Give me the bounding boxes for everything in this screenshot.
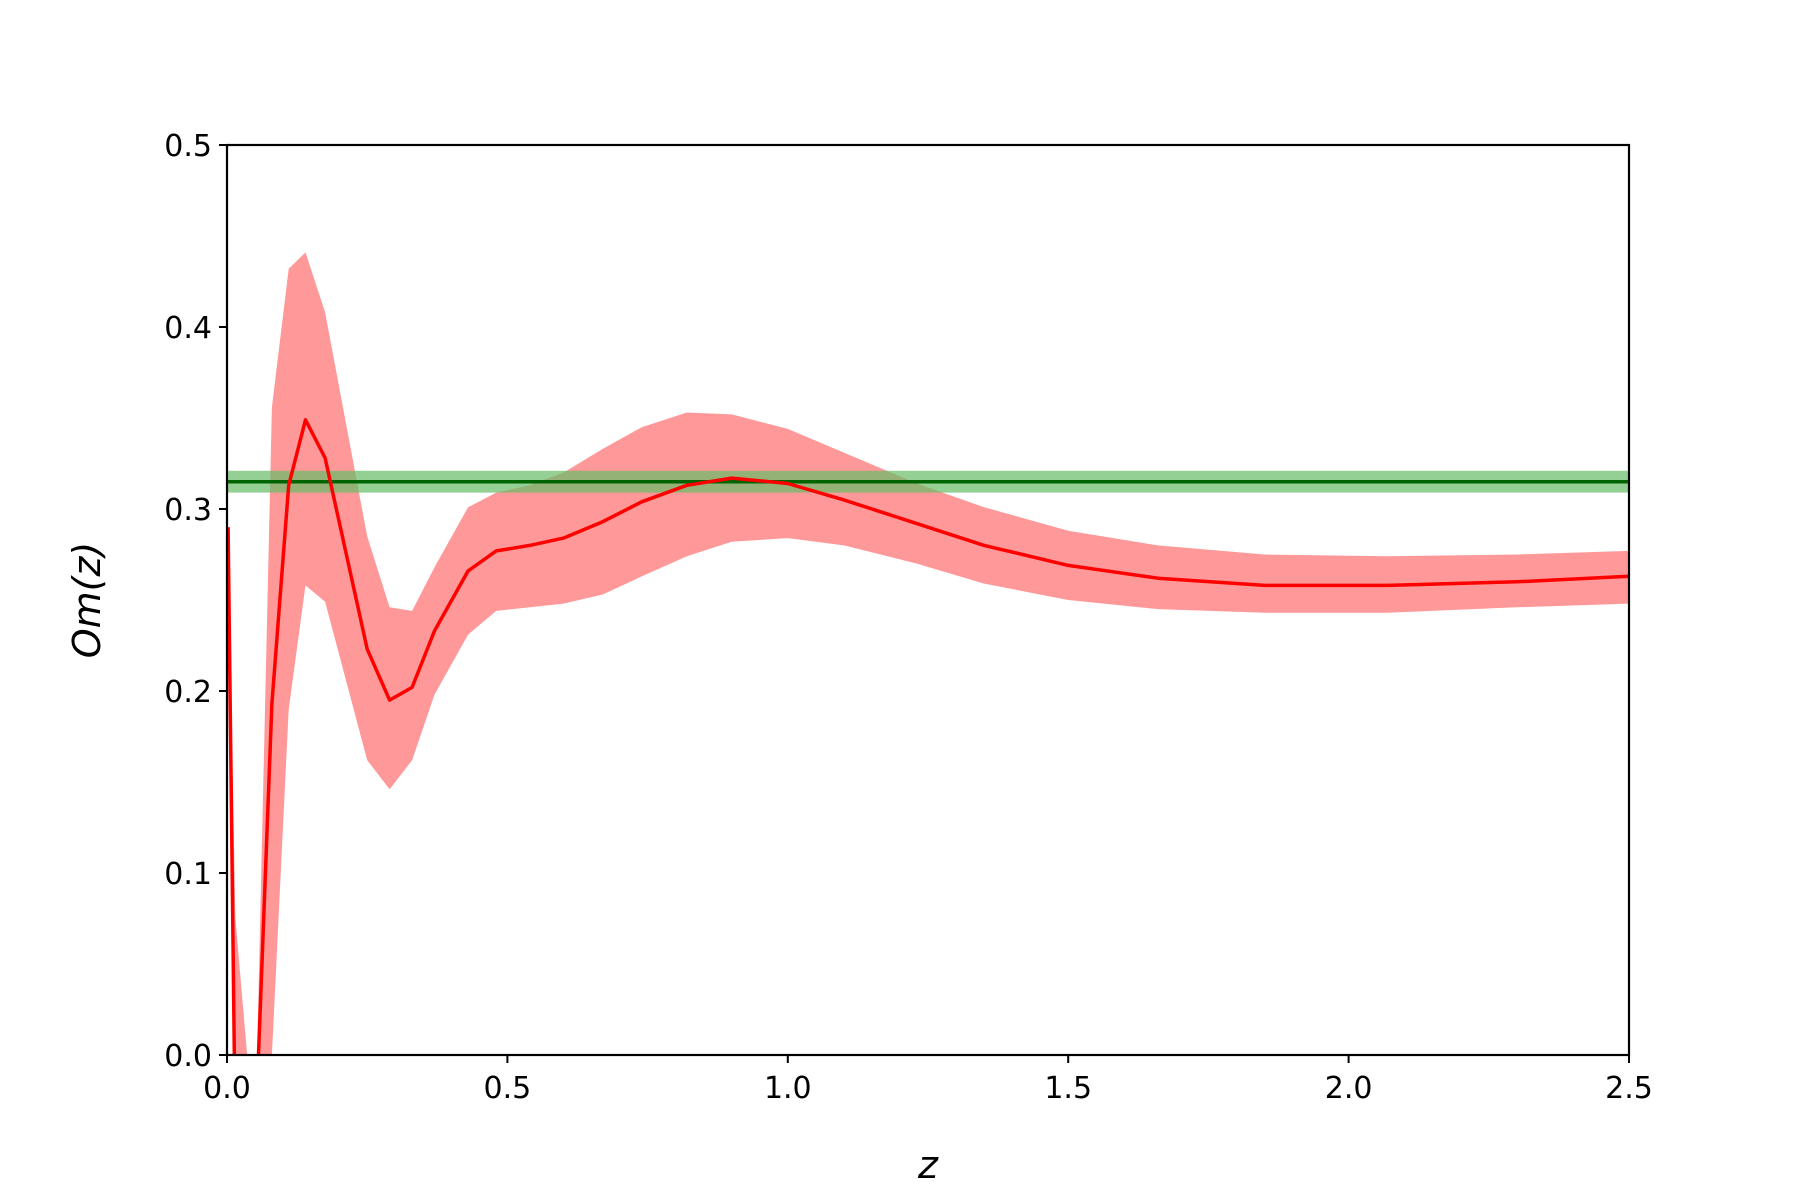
x-tick-label: 0.0 xyxy=(203,1071,251,1106)
y-axis-label: Om(z) xyxy=(65,542,109,659)
x-axis-label: z xyxy=(917,1143,939,1187)
x-tick-label: 0.5 xyxy=(484,1071,532,1106)
y-tick-label: 0.4 xyxy=(164,311,212,346)
x-tick-label: 1.5 xyxy=(1044,1071,1092,1106)
y-tick-label: 0.3 xyxy=(164,493,212,528)
y-tick-label: 0.2 xyxy=(164,675,212,710)
y-tick-label: 0.1 xyxy=(164,857,212,892)
x-tick-label: 2.0 xyxy=(1325,1071,1373,1106)
y-tick-label: 0.0 xyxy=(164,1039,212,1074)
om-confidence-band xyxy=(228,252,1629,1055)
om-median-line xyxy=(227,418,1629,1055)
plot-frame xyxy=(225,143,1631,1057)
y-tick-label: 0.5 xyxy=(164,129,212,164)
x-tick-label: 1.0 xyxy=(764,1071,812,1106)
x-tick-label: 2.5 xyxy=(1605,1071,1653,1106)
